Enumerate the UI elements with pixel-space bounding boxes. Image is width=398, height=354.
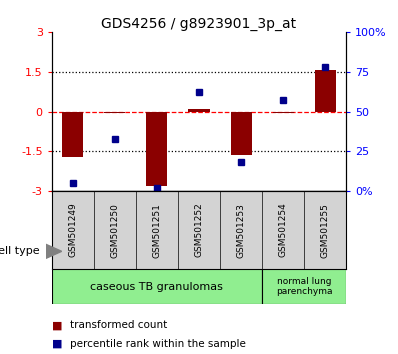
Text: GSM501251: GSM501251 <box>152 202 162 258</box>
Bar <box>189 109 209 112</box>
Bar <box>230 112 252 155</box>
Bar <box>146 112 168 186</box>
Bar <box>62 112 83 156</box>
Text: GSM501253: GSM501253 <box>236 202 246 258</box>
Title: GDS4256 / g8923901_3p_at: GDS4256 / g8923901_3p_at <box>101 17 297 31</box>
Text: cell type: cell type <box>0 246 40 256</box>
Text: GSM501254: GSM501254 <box>279 203 288 257</box>
Polygon shape <box>46 244 62 258</box>
Bar <box>262 269 346 304</box>
Text: GSM501252: GSM501252 <box>195 203 203 257</box>
Bar <box>315 70 336 112</box>
Bar <box>104 112 125 113</box>
Bar <box>52 269 262 304</box>
Text: ■: ■ <box>52 338 62 349</box>
Text: caseous TB granulomas: caseous TB granulomas <box>90 282 223 292</box>
Text: GSM501255: GSM501255 <box>321 202 330 258</box>
Text: normal lung
parenchyma: normal lung parenchyma <box>276 277 332 296</box>
Text: ■: ■ <box>52 320 62 330</box>
Text: GSM501249: GSM501249 <box>68 203 77 257</box>
Text: GSM501250: GSM501250 <box>110 202 119 258</box>
Text: transformed count: transformed count <box>70 320 167 330</box>
Bar <box>273 112 294 113</box>
Text: percentile rank within the sample: percentile rank within the sample <box>70 338 246 349</box>
